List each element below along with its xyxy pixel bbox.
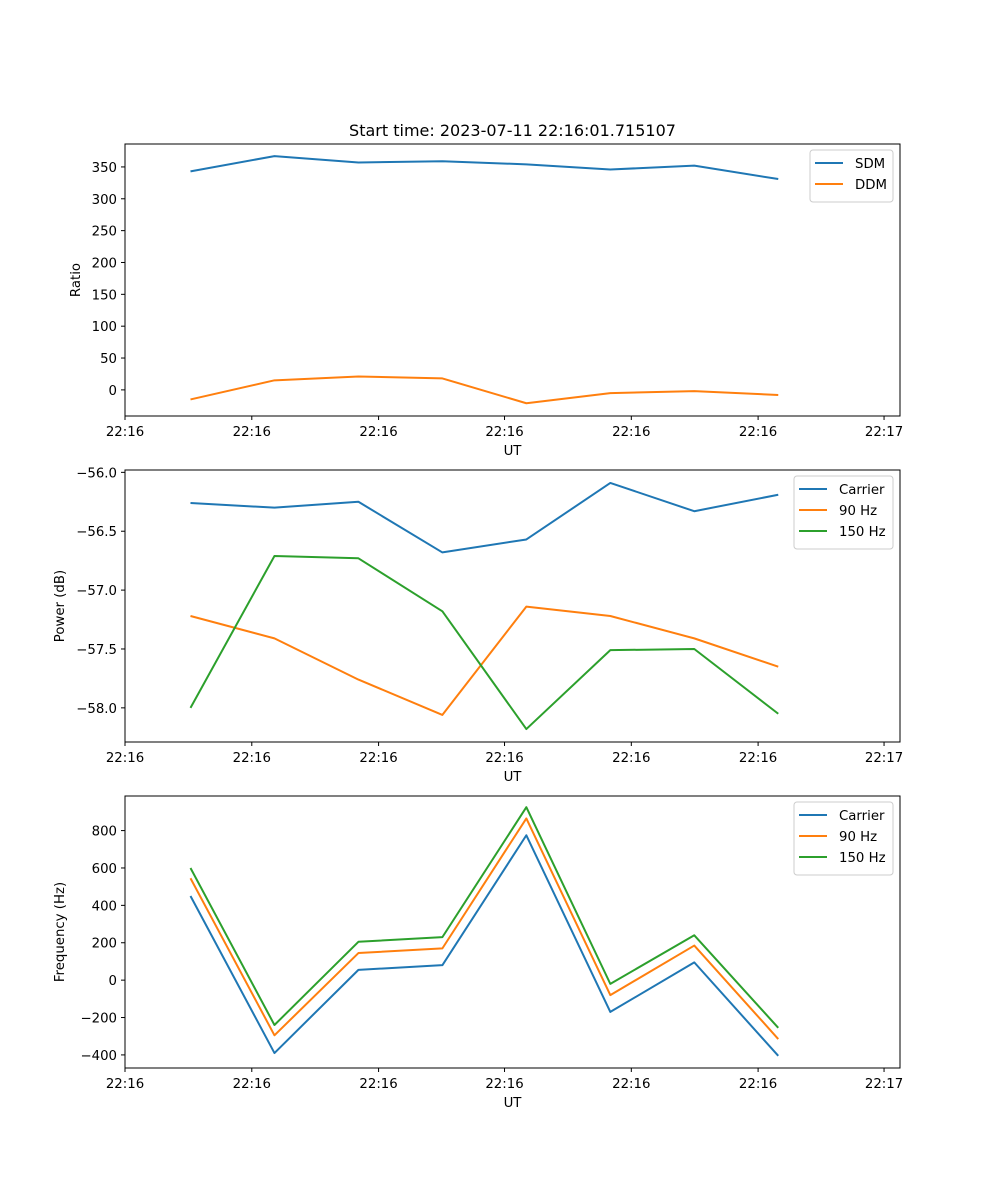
ratio-series-sdm-line (190, 155, 779, 181)
ratio-axes-frame (124, 143, 901, 417)
power-axes-frame (124, 469, 901, 743)
frequency-x-tick-label: 22:17 (865, 1077, 903, 1092)
frequency-x-tick-label: 22:16 (233, 1077, 271, 1092)
power-x-tick-label: 22:16 (106, 751, 144, 766)
power-x-tick-label: 22:16 (359, 751, 397, 766)
power-y-tick-label: −57.5 (76, 643, 117, 658)
power-x-axis-label: UT (504, 770, 523, 785)
power-series-90-hz-line (190, 605, 779, 716)
ratio-x-tick-label: 22:16 (612, 425, 650, 440)
ratio-x-tick-label: 22:16 (359, 425, 397, 440)
ratio-series-ddm-line (190, 375, 779, 405)
ratio-legend: SDM DDM (809, 149, 894, 203)
frequency-series-90-hz-line (189, 817, 779, 1040)
frequency-legend-label: 90 Hz (839, 830, 877, 845)
frequency-y-tick-label: 800 (92, 825, 117, 840)
power-y-tick-label: −56.0 (76, 466, 117, 481)
frequency-y-tick-label: −400 (80, 1049, 117, 1064)
chart-title: Start time: 2023-07-11 22:16:01.715107 (349, 121, 676, 140)
frequency-legend-item: Carrier (799, 809, 885, 824)
ratio-x-tick-label: 22:16 (233, 425, 271, 440)
ratio-y-tick-label: 250 (92, 225, 117, 240)
power-legend-label: Carrier (839, 483, 885, 498)
power-x-tick-label: 22:17 (865, 751, 903, 766)
power-legend-item: Carrier (799, 483, 885, 498)
ratio-legend-item: SDM (815, 157, 885, 172)
power-x-tick-label: 22:16 (739, 751, 777, 766)
frequency-x-tick-label: 22:16 (612, 1077, 650, 1092)
chart-frequency: 22:16 22:16 22:16 22:16 22:16 22:16 22:17 −400 −… (53, 795, 903, 1111)
frequency-x-tick-label: 22:16 (359, 1077, 397, 1092)
frequency-y-tick-label: 400 (92, 899, 117, 914)
frequency-legend-label: Carrier (839, 809, 885, 824)
power-legend-item: 90 Hz (799, 504, 877, 519)
frequency-y-tick-label: 0 (109, 974, 117, 989)
ratio-y-tick-label: 50 (100, 352, 117, 367)
ratio-y-tick-label: 300 (92, 193, 117, 208)
frequency-legend-label: 150 Hz (839, 851, 886, 866)
frequency-legend: Carrier 90 Hz 150 Hz (793, 801, 894, 876)
frequency-x-tick-label: 22:16 (106, 1077, 144, 1092)
power-y-tick-label: −58.0 (76, 702, 117, 717)
ratio-x-tick-label: 22:16 (106, 425, 144, 440)
power-legend-label: 150 Hz (839, 525, 886, 540)
frequency-legend-item: 150 Hz (799, 851, 886, 866)
power-x-tick-label: 22:16 (612, 751, 650, 766)
power-legend-item: 150 Hz (799, 525, 886, 540)
ratio-y-tick-label: 100 (92, 320, 117, 335)
ratio-y-tick-label: 0 (109, 384, 117, 399)
frequency-axes-frame (124, 795, 901, 1069)
ratio-y-axis-label: Ratio (69, 263, 84, 297)
power-series-150-hz-line (189, 554, 779, 731)
ratio-legend-item: DDM (815, 178, 887, 193)
chart-power: 22:16 22:16 22:16 22:16 22:16 22:16 22:17 −58.0… (53, 466, 903, 785)
frequency-series-carrier-line (189, 834, 779, 1057)
ratio-y-tick-label: 350 (92, 161, 117, 176)
power-series-carrier-line (190, 481, 779, 554)
frequency-y-tick-label: 200 (92, 937, 117, 952)
frequency-y-tick-label: −200 (80, 1012, 117, 1027)
ratio-x-tick-label: 22:17 (865, 425, 903, 440)
ratio-x-tick-label: 22:16 (485, 425, 523, 440)
power-y-axis-label: Power (dB) (53, 570, 68, 642)
power-legend: Carrier 90 Hz 150 Hz (793, 475, 894, 550)
frequency-series-150-hz-line (189, 806, 779, 1029)
frequency-legend-item: 90 Hz (799, 830, 877, 845)
frequency-y-axis-label: Frequency (Hz) (53, 882, 68, 982)
frequency-y-tick-label: 600 (92, 862, 117, 877)
ratio-y-tick-label: 200 (92, 256, 117, 271)
chart-ratio: Start time: 2023-07-11 22:16:01.715107 22… (69, 121, 903, 459)
power-y-tick-label: −56.5 (76, 525, 117, 540)
power-legend-label: 90 Hz (839, 504, 877, 519)
frequency-x-tick-label: 22:16 (485, 1077, 523, 1092)
ratio-x-tick-label: 22:16 (739, 425, 777, 440)
power-y-tick-label: −57.0 (76, 584, 117, 599)
ratio-x-axis-label: UT (504, 444, 523, 459)
ratio-legend-label: DDM (855, 178, 887, 193)
frequency-x-tick-label: 22:16 (739, 1077, 777, 1092)
ratio-y-tick-label: 150 (92, 288, 117, 303)
ratio-legend-label: SDM (855, 157, 885, 172)
frequency-x-axis-label: UT (504, 1096, 523, 1111)
power-x-tick-label: 22:16 (233, 751, 271, 766)
power-x-tick-label: 22:16 (485, 751, 523, 766)
